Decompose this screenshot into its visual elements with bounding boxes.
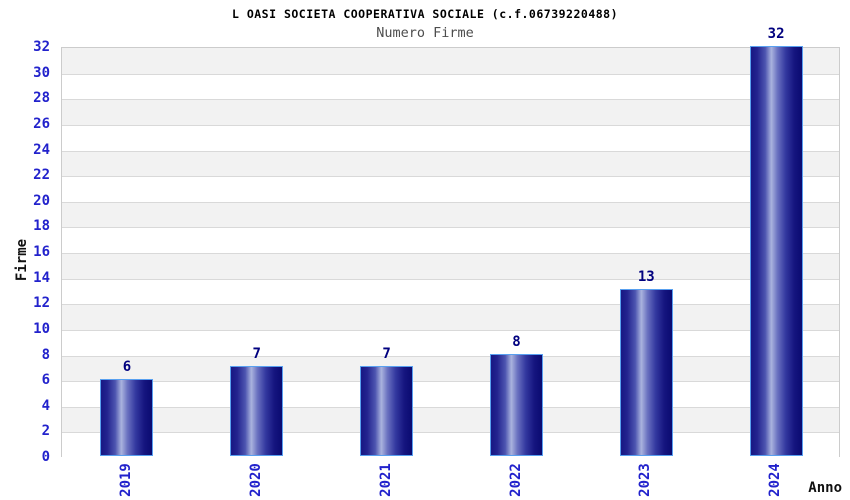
grid-band — [62, 227, 839, 253]
chart-title: L OASI SOCIETA COOPERATIVA SOCIALE (c.f.… — [231, 7, 619, 21]
x-tick-label: 2020 — [236, 460, 276, 500]
grid-line — [62, 253, 839, 254]
grid-line — [62, 99, 839, 101]
x-tick-text: 2021 — [377, 463, 394, 497]
grid-line — [62, 227, 839, 229]
bar-value-label: 8 — [512, 333, 521, 350]
y-tick-label: 8 — [41, 346, 50, 363]
y-tick-label: 2 — [41, 423, 50, 440]
y-tick-label: 30 — [33, 64, 50, 81]
grid-band — [62, 329, 839, 356]
grid-band — [62, 73, 839, 100]
grid-band — [62, 48, 839, 74]
grid-line — [62, 381, 839, 383]
chart-subtitle: Numero Firme — [376, 25, 474, 41]
grid-line — [62, 304, 839, 306]
grid-line — [62, 150, 839, 152]
y-tick-label: 14 — [33, 269, 50, 286]
y-tick-label: 32 — [33, 39, 50, 55]
grid-band — [62, 406, 839, 433]
y-tick-label: 6 — [41, 372, 50, 389]
bar — [230, 366, 284, 456]
x-tick-label: 2023 — [625, 460, 665, 500]
y-axis-ticks: 0 2 4 6 8 10 12 14 16 18 20 22 24 26 28 30 32 — [0, 39, 50, 465]
x-axis-title: Anno — [808, 480, 842, 496]
grid-line — [62, 124, 839, 126]
y-tick-label: 28 — [33, 90, 50, 107]
x-tick-label: 2024 — [755, 460, 795, 500]
y-tick-label: 24 — [33, 141, 50, 158]
grid-line — [62, 201, 839, 203]
grid-band — [62, 176, 839, 202]
y-tick-label: 0 — [41, 449, 50, 465]
grid-band — [62, 253, 839, 279]
grid-band — [62, 99, 839, 125]
bar — [100, 379, 154, 456]
y-tick-label: 10 — [33, 320, 50, 337]
bar-value-label: 7 — [382, 346, 391, 363]
grid-line — [62, 278, 839, 280]
grid-band — [62, 201, 839, 228]
y-tick-label: 20 — [33, 192, 50, 209]
bar-value-label: 32 — [767, 26, 785, 42]
y-tick-label: 16 — [33, 244, 50, 260]
plot-area: 6 7 7 8 13 32 — [61, 26, 840, 458]
y-tick-label: 22 — [33, 167, 50, 184]
x-tick-text: 2022 — [507, 463, 524, 497]
grid-band — [62, 150, 839, 177]
grid-line — [62, 329, 839, 331]
grid-line — [62, 355, 839, 357]
x-tick-label: 2022 — [495, 460, 535, 500]
grid-band — [62, 381, 839, 407]
grid-line — [62, 432, 839, 434]
x-tick-text: 2023 — [637, 463, 654, 497]
y-tick-label: 26 — [33, 115, 50, 132]
bar — [360, 366, 414, 456]
y-tick-label: 4 — [41, 397, 50, 414]
y-tick-label: 12 — [33, 295, 50, 312]
bar — [489, 353, 543, 456]
grid-band — [62, 278, 839, 305]
x-axis-ticks: 2019 2020 2021 2022 2023 2024 — [61, 460, 840, 500]
grid-band — [62, 355, 839, 382]
x-tick-text: 2020 — [247, 463, 264, 497]
x-tick-text: 2019 — [117, 463, 134, 497]
grid-band — [62, 432, 839, 458]
bar — [619, 289, 673, 456]
x-tick-label: 2019 — [106, 460, 146, 500]
bar-value-label: 7 — [252, 346, 261, 363]
x-tick-text: 2024 — [767, 463, 784, 497]
x-tick-label: 2021 — [366, 460, 406, 500]
y-tick-label: 18 — [33, 218, 50, 235]
bar-value-label: 13 — [637, 269, 655, 286]
grid-line — [62, 176, 839, 178]
grid-line — [62, 73, 839, 75]
grid-band — [62, 304, 839, 330]
bar-value-label: 6 — [122, 359, 132, 376]
grid-line — [62, 406, 839, 408]
bar — [749, 46, 803, 456]
grid-band — [62, 124, 839, 151]
